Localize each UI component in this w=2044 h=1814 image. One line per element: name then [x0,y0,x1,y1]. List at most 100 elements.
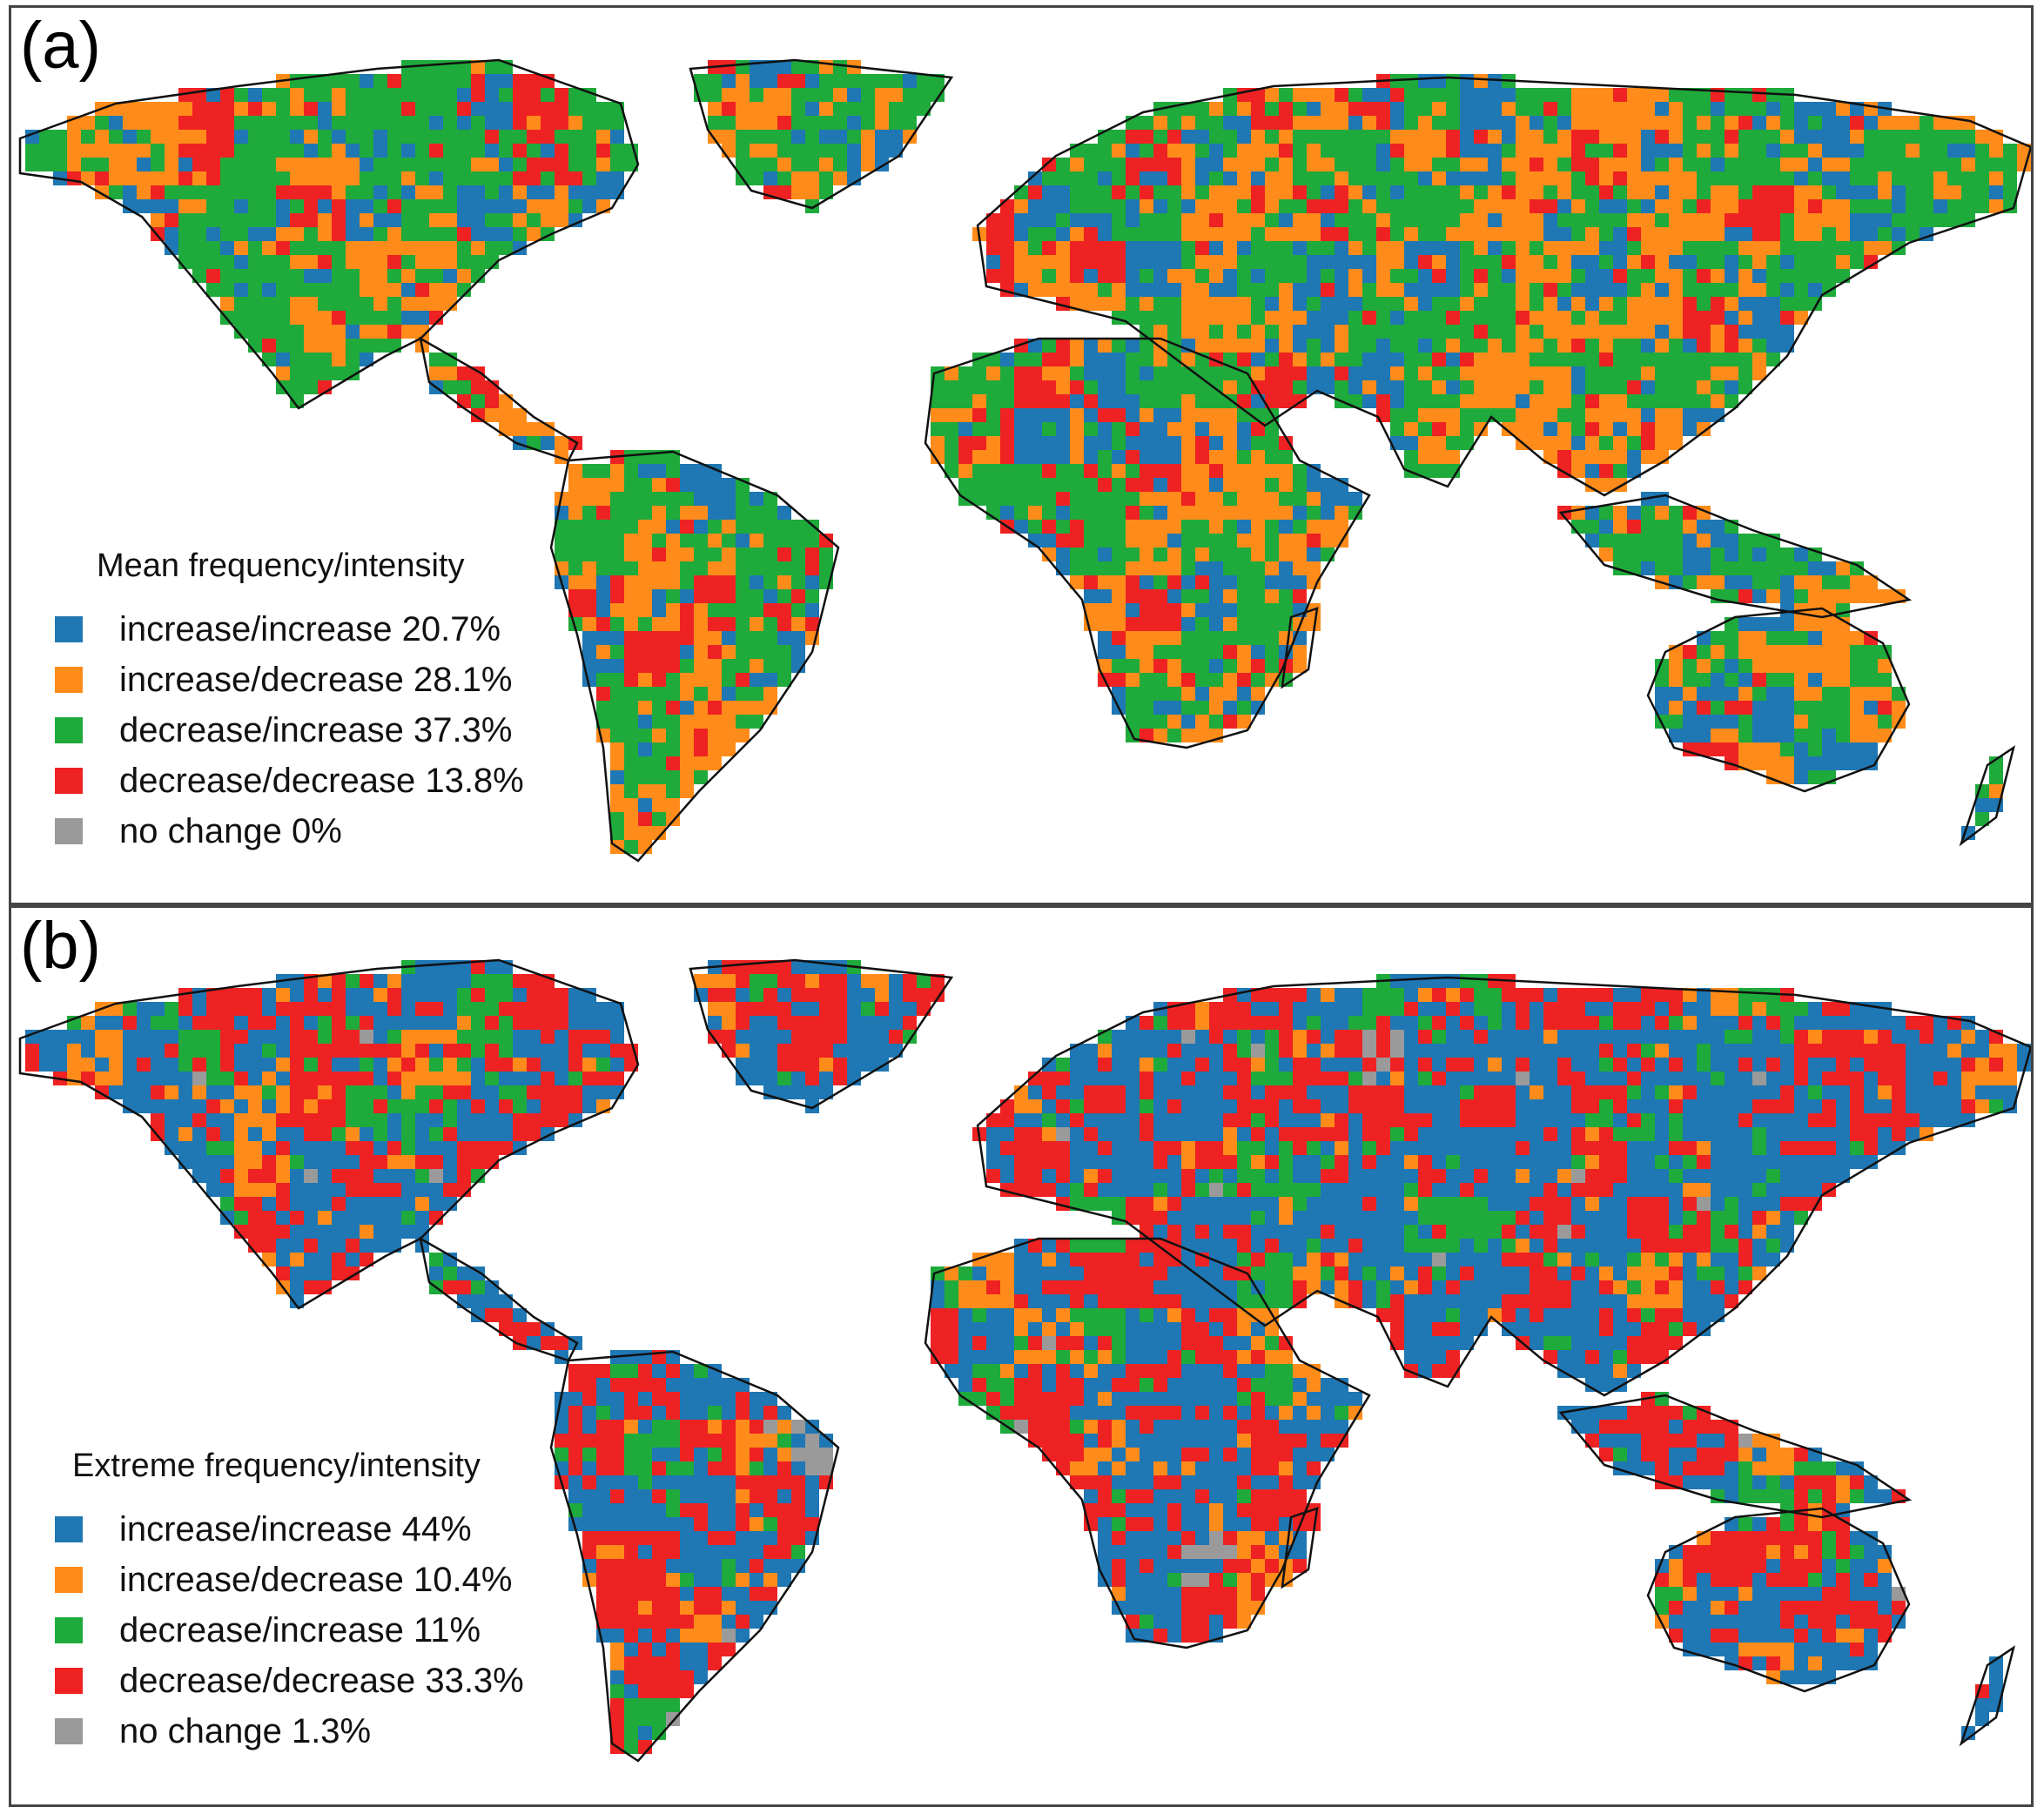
grid-cell [1822,1085,1836,1099]
grid-cell [1599,478,1613,492]
grid-cell [1627,339,1641,353]
grid-cell [1335,269,1348,283]
grid-cell [931,450,945,464]
grid-cell [722,74,736,88]
grid-cell [1098,1058,1112,1072]
grid-cell [1335,1113,1348,1127]
grid-cell [1098,1169,1112,1183]
grid-cell [1571,311,1585,325]
grid-cell [1697,561,1711,575]
grid-cell [1390,130,1404,144]
grid-cell [499,408,513,422]
grid-cell [1543,269,1557,283]
grid-cell [568,561,582,575]
grid-cell [1864,130,1878,144]
grid-cell [568,102,582,116]
grid-cell [415,1085,429,1099]
grid-cell [1641,1099,1655,1113]
grid-cell [1181,325,1195,339]
grid-cell [1251,645,1265,659]
grid-cell [1794,1141,1808,1155]
grid-cell [1307,492,1321,506]
grid-cell [1557,408,1571,422]
grid-cell [1084,422,1098,436]
grid-cell [1585,325,1599,339]
grid-cell [791,1058,805,1072]
grid-cell [763,589,777,603]
grid-cell [1878,227,1892,241]
grid-cell [248,144,262,158]
grid-cell [1474,1044,1488,1058]
legend-swatch [55,818,83,844]
grid-cell [1028,269,1042,283]
grid-cell [346,255,360,269]
grid-cell [1181,1141,1195,1155]
grid-cell [527,102,541,116]
grid-cell [819,74,833,88]
grid-cell [165,171,178,185]
grid-cell [471,1127,485,1141]
grid-cell [777,561,791,575]
grid-cell [234,1030,248,1044]
grid-cell [1697,1072,1711,1085]
grid-cell [1474,380,1488,394]
grid-cell [443,130,457,144]
grid-cell [1432,1099,1446,1113]
grid-cell [1892,701,1906,715]
grid-cell [708,520,722,534]
grid-cell [387,144,401,158]
grid-cell [123,1085,137,1099]
grid-cell [1153,603,1167,617]
grid-cell [736,548,750,561]
grid-cell [415,1155,429,1169]
grid-cell [680,492,694,506]
grid-cell [582,1072,596,1085]
grid-cell [1014,1113,1028,1127]
grid-cell [1362,325,1376,339]
grid-cell [652,798,666,812]
grid-cell [165,102,178,116]
grid-cell [1780,1044,1794,1058]
grid-cell [694,74,708,88]
grid-cell [457,116,471,130]
grid-cell [1752,589,1766,603]
grid-cell [1725,645,1738,659]
grid-cell [1376,158,1390,171]
grid-cell [318,1113,332,1127]
grid-cell [1376,227,1390,241]
grid-cell [805,158,819,171]
grid-cell [1530,339,1543,353]
grid-cell [1084,213,1098,227]
grid-cell [220,102,234,116]
grid-cell [1906,185,1920,199]
grid-cell [234,241,248,255]
grid-cell [1112,1072,1126,1085]
grid-cell [1488,1099,1502,1113]
grid-cell [1571,241,1585,255]
grid-cell [1571,213,1585,227]
grid-cell [1850,241,1864,255]
grid-cell [234,269,248,283]
grid-cell [304,1030,318,1044]
grid-cell [67,144,81,158]
grid-cell [1181,311,1195,325]
grid-cell [1279,436,1293,450]
grid-cell [1098,185,1112,199]
grid-cell [1460,325,1474,339]
grid-cell [1864,158,1878,171]
grid-cell [165,1099,178,1113]
grid-cell [1599,311,1613,325]
grid-cell [1906,116,1920,130]
grid-cell [1237,1169,1251,1183]
grid-cell [1376,102,1390,116]
grid-cell [1209,325,1223,339]
grid-cell [1335,366,1348,380]
grid-cell [1599,325,1613,339]
grid-cell [805,1099,819,1113]
grid-cell [1432,1155,1446,1169]
grid-cell [1223,116,1237,130]
grid-cell [220,88,234,102]
grid-cell [568,464,582,478]
grid-cell [1516,1030,1530,1044]
grid-cell [192,1169,206,1183]
